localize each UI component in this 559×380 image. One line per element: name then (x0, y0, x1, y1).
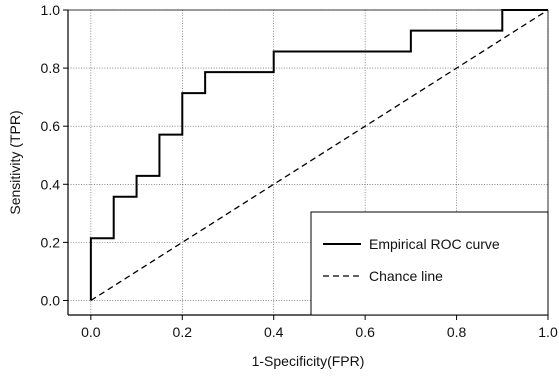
x-axis-label: 1-Specificity(FPR) (252, 353, 365, 369)
tick-labels: 0.0 0.2 0.4 0.6 0.8 1.0 0.0 0.2 0.4 0.6 0.8 1.0 (41, 2, 558, 340)
legend-box (310, 211, 549, 316)
x-tick-label-4: 0.8 (447, 324, 467, 340)
x-tick-label-3: 0.6 (355, 324, 375, 340)
y-tick-label-4: 0.8 (41, 60, 61, 76)
legend: Empirical ROC curve Chance line (310, 211, 549, 316)
legend-label-chance-line: Chance line (369, 268, 443, 284)
y-tick-label-2: 0.4 (41, 176, 61, 192)
series-empirical-roc-curve (89, 9, 548, 301)
x-tick-label-0: 0.0 (81, 324, 101, 340)
y-tick-label-1: 0.2 (41, 234, 61, 250)
x-tick-label-1: 0.2 (173, 324, 193, 340)
y-tick-label-0: 0.0 (41, 292, 61, 308)
y-tick-label-5: 1.0 (41, 2, 61, 18)
y-tick-label-3: 0.6 (41, 118, 61, 134)
x-tick-label-2: 0.4 (264, 324, 284, 340)
y-axis-label: Sensitivity (TPR) (7, 110, 23, 214)
series-chance-line (90, 9, 549, 302)
series-lines (89, 9, 549, 302)
legend-label-empirical-roc: Empirical ROC curve (369, 236, 500, 252)
x-tick-label-5: 1.0 (538, 324, 558, 340)
